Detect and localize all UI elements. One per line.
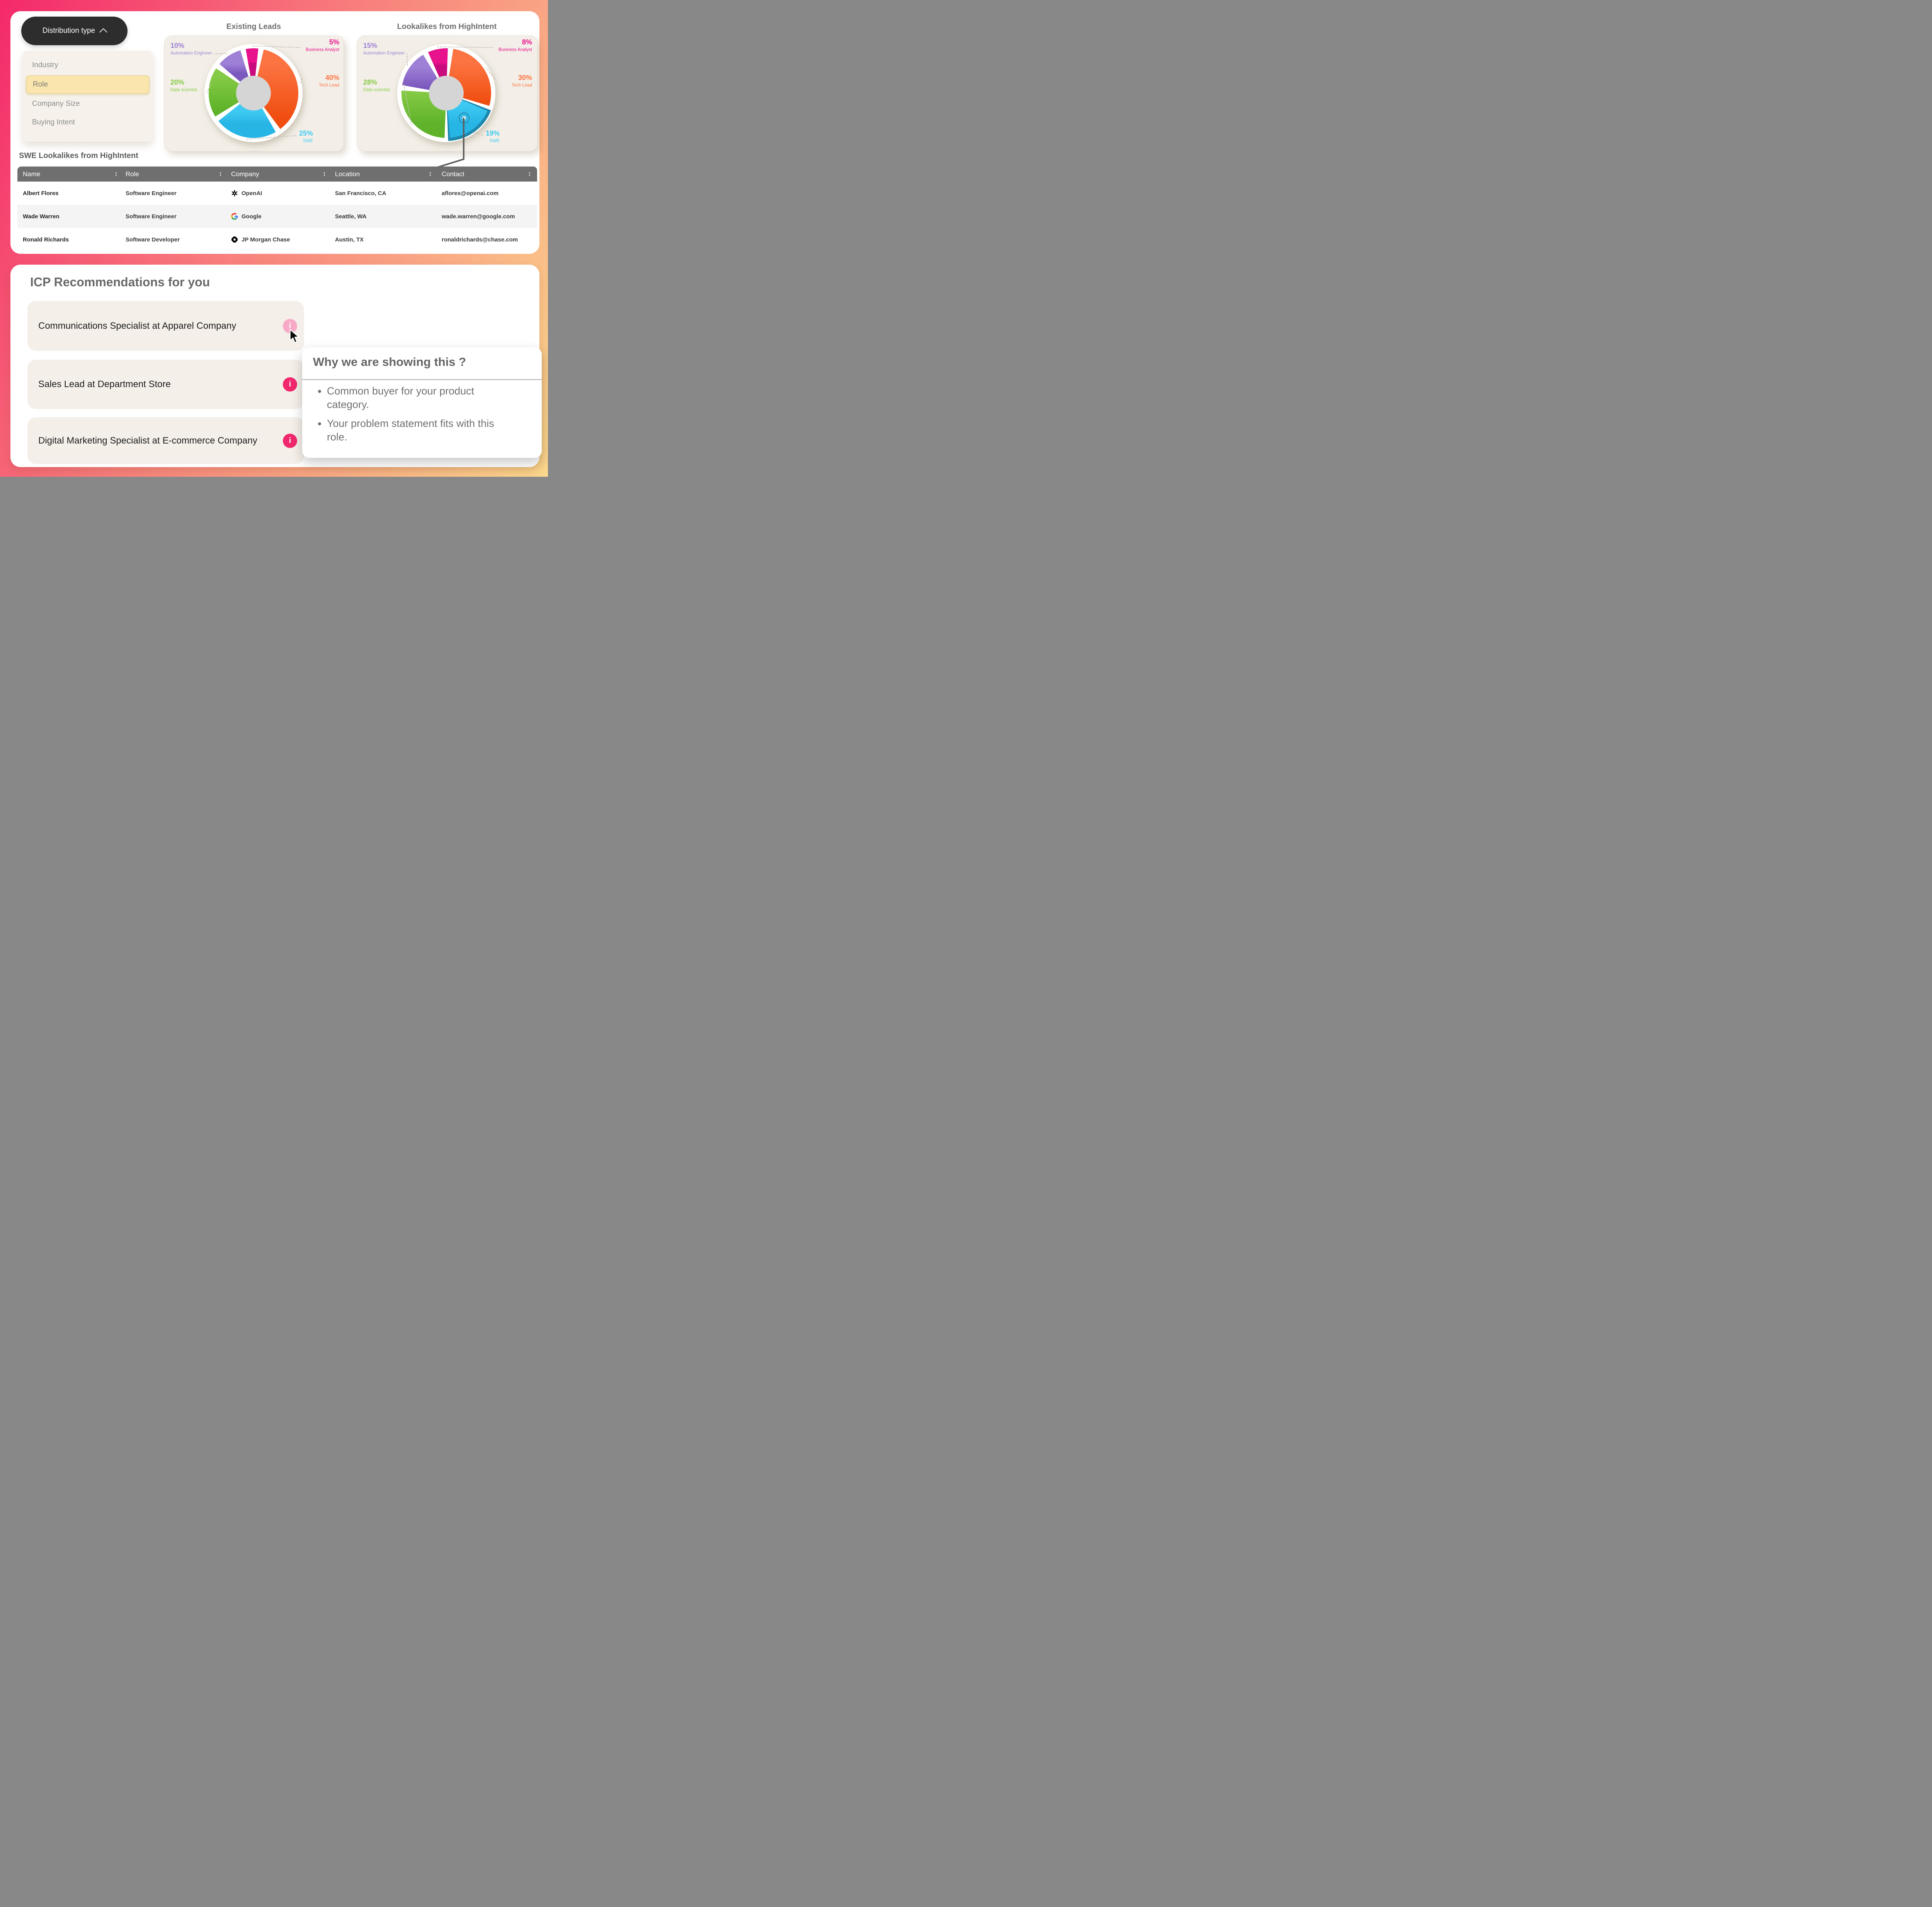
icp-item[interactable]: Digital Marketing Specialist at E-commer… xyxy=(27,417,304,464)
existing-leads-donut-chart[interactable] xyxy=(196,35,311,151)
cell-company: JP Morgan Chase xyxy=(231,228,290,251)
label-automation-engineer: 15% Automation Engineer xyxy=(363,42,405,56)
tooltip-title: Why we are showing this ? xyxy=(313,355,466,369)
filter-option-company-size[interactable]: Company Size xyxy=(32,100,80,108)
chase-logo xyxy=(231,236,238,243)
label-business-analyst: 8% Business Analyst xyxy=(498,38,532,52)
label-tech-lead: 40% Tech Lead xyxy=(318,74,339,88)
donut-segment-business-analyst[interactable] xyxy=(428,48,448,79)
column-header-company[interactable]: Company xyxy=(231,170,259,178)
filter-option-industry[interactable]: Industry xyxy=(32,61,58,69)
donut-segment-tech-lead[interactable] xyxy=(257,49,298,129)
cell-company: OpenAI xyxy=(231,182,262,205)
info-icon[interactable]: i xyxy=(283,319,297,333)
label-data-scientist: 20% Data scientist xyxy=(170,78,197,92)
donut-segment-automation-engineer[interactable] xyxy=(402,54,439,91)
column-header-contact[interactable]: Contact xyxy=(442,170,464,178)
donut-segment-data-scientist[interactable] xyxy=(209,68,240,117)
sort-icon[interactable]: ▲ ▼ xyxy=(528,171,531,177)
label-data-scientist: 28% Data scientist xyxy=(363,78,390,92)
existing-leads-chart-card: 10% Automation Engineer 5% Business Analys… xyxy=(164,36,344,151)
info-icon[interactable]: i xyxy=(283,433,297,448)
label-tech-lead: 30% Tech Lead xyxy=(511,74,532,88)
icp-item-label: Sales Lead at Department Store xyxy=(38,379,171,389)
distribution-type-menu: Industry Role Company Size Buying Intent xyxy=(22,51,153,142)
cell-contact: ronaldrichards@chase.com xyxy=(442,236,518,243)
cell-role: Software Engineer xyxy=(126,213,177,220)
distribution-type-label: Distribution type xyxy=(42,27,95,35)
table-row[interactable]: Ronald Richards Software Developer JP Morg… xyxy=(17,228,537,251)
dashboard: Distribution type Industry Role Company Si… xyxy=(0,0,548,477)
chart-title-lookalikes: Lookalikes from HighIntent xyxy=(397,22,497,31)
cell-role: Software Developer xyxy=(126,236,180,243)
filter-option-role[interactable]: Role xyxy=(26,75,150,94)
sort-icon[interactable]: ▲ ▼ xyxy=(429,171,432,177)
sort-icon[interactable]: ▲ ▼ xyxy=(115,171,117,177)
google-logo xyxy=(231,213,238,220)
cell-location: Seattle, WA xyxy=(335,213,367,220)
cell-name: Albert Flores xyxy=(23,190,59,197)
lookalikes-chart-card: 15% Automation Engineer 8% Business Analys… xyxy=(357,36,537,151)
label-swe: 25% SWE xyxy=(299,129,313,143)
table-row[interactable]: Albert Flores Software Engineer OpenAI San … xyxy=(17,182,537,205)
cell-role: Software Engineer xyxy=(126,190,177,197)
filter-option-buying-intent[interactable]: Buying Intent xyxy=(32,118,75,126)
table-title: SWE Lookalikes from HighIntent xyxy=(19,151,138,160)
tooltip-bullet: Your problem statement fits with this ro… xyxy=(327,417,512,444)
info-tooltip: Why we are showing this ? Common buyer f… xyxy=(302,347,542,458)
openai-logo xyxy=(231,190,238,197)
cell-location: Austin, TX xyxy=(335,236,364,243)
icp-title: ICP Recommendations for you xyxy=(30,275,210,289)
label-automation-engineer: 10% Automation Engineer xyxy=(170,42,212,56)
sort-icon[interactable]: ▲ ▼ xyxy=(219,171,222,177)
cell-name: Wade Warren xyxy=(23,213,60,220)
tooltip-bullet: Common buyer for your product category. xyxy=(327,384,512,411)
cell-company: Google xyxy=(231,205,262,228)
column-header-role[interactable]: Role xyxy=(126,170,139,178)
cell-contact: aflores@openai.com xyxy=(442,190,499,197)
chevron-up-icon xyxy=(99,28,108,36)
icp-item[interactable]: Sales Lead at Department Store i xyxy=(27,360,304,409)
cell-name: Ronald Richards xyxy=(23,236,69,243)
column-header-name[interactable]: Name xyxy=(23,170,41,178)
donut-segment-tech-lead[interactable] xyxy=(448,49,491,106)
distribution-type-button[interactable]: Distribution type xyxy=(21,17,128,45)
table-row[interactable]: Wade Warren Software Engineer Google Seattl… xyxy=(17,205,537,228)
label-swe: 19% SWE xyxy=(485,129,500,143)
tooltip-divider xyxy=(302,379,542,380)
info-icon[interactable]: i xyxy=(283,377,297,392)
mouse-cursor-icon xyxy=(289,329,299,343)
tooltip-bullets: Common buyer for your product category. Y… xyxy=(316,384,512,449)
column-header-location[interactable]: Location xyxy=(335,170,360,178)
label-business-analyst: 5% Business Analyst xyxy=(306,38,339,52)
cell-contact: wade.warren@google.com xyxy=(442,213,515,220)
sort-icon[interactable]: ▲ ▼ xyxy=(323,171,326,177)
donut-segment-swe[interactable] xyxy=(218,102,276,138)
chart-title-existing-leads: Existing Leads xyxy=(226,22,281,31)
icp-item-label: Digital Marketing Specialist at E-commer… xyxy=(38,435,257,446)
table-header-row: Name ▲ ▼ Role ▲ ▼ Company ▲ ▼ Location ▲ ▼ Contact ▲ ▼ xyxy=(17,167,537,182)
cell-location: San Francisco, CA xyxy=(335,190,386,197)
donut-segment-automation-engineer[interactable] xyxy=(219,50,250,83)
icp-item-label: Communications Specialist at Apparel Com… xyxy=(38,320,236,331)
icp-item[interactable]: Communications Specialist at Apparel Com… xyxy=(27,301,304,351)
